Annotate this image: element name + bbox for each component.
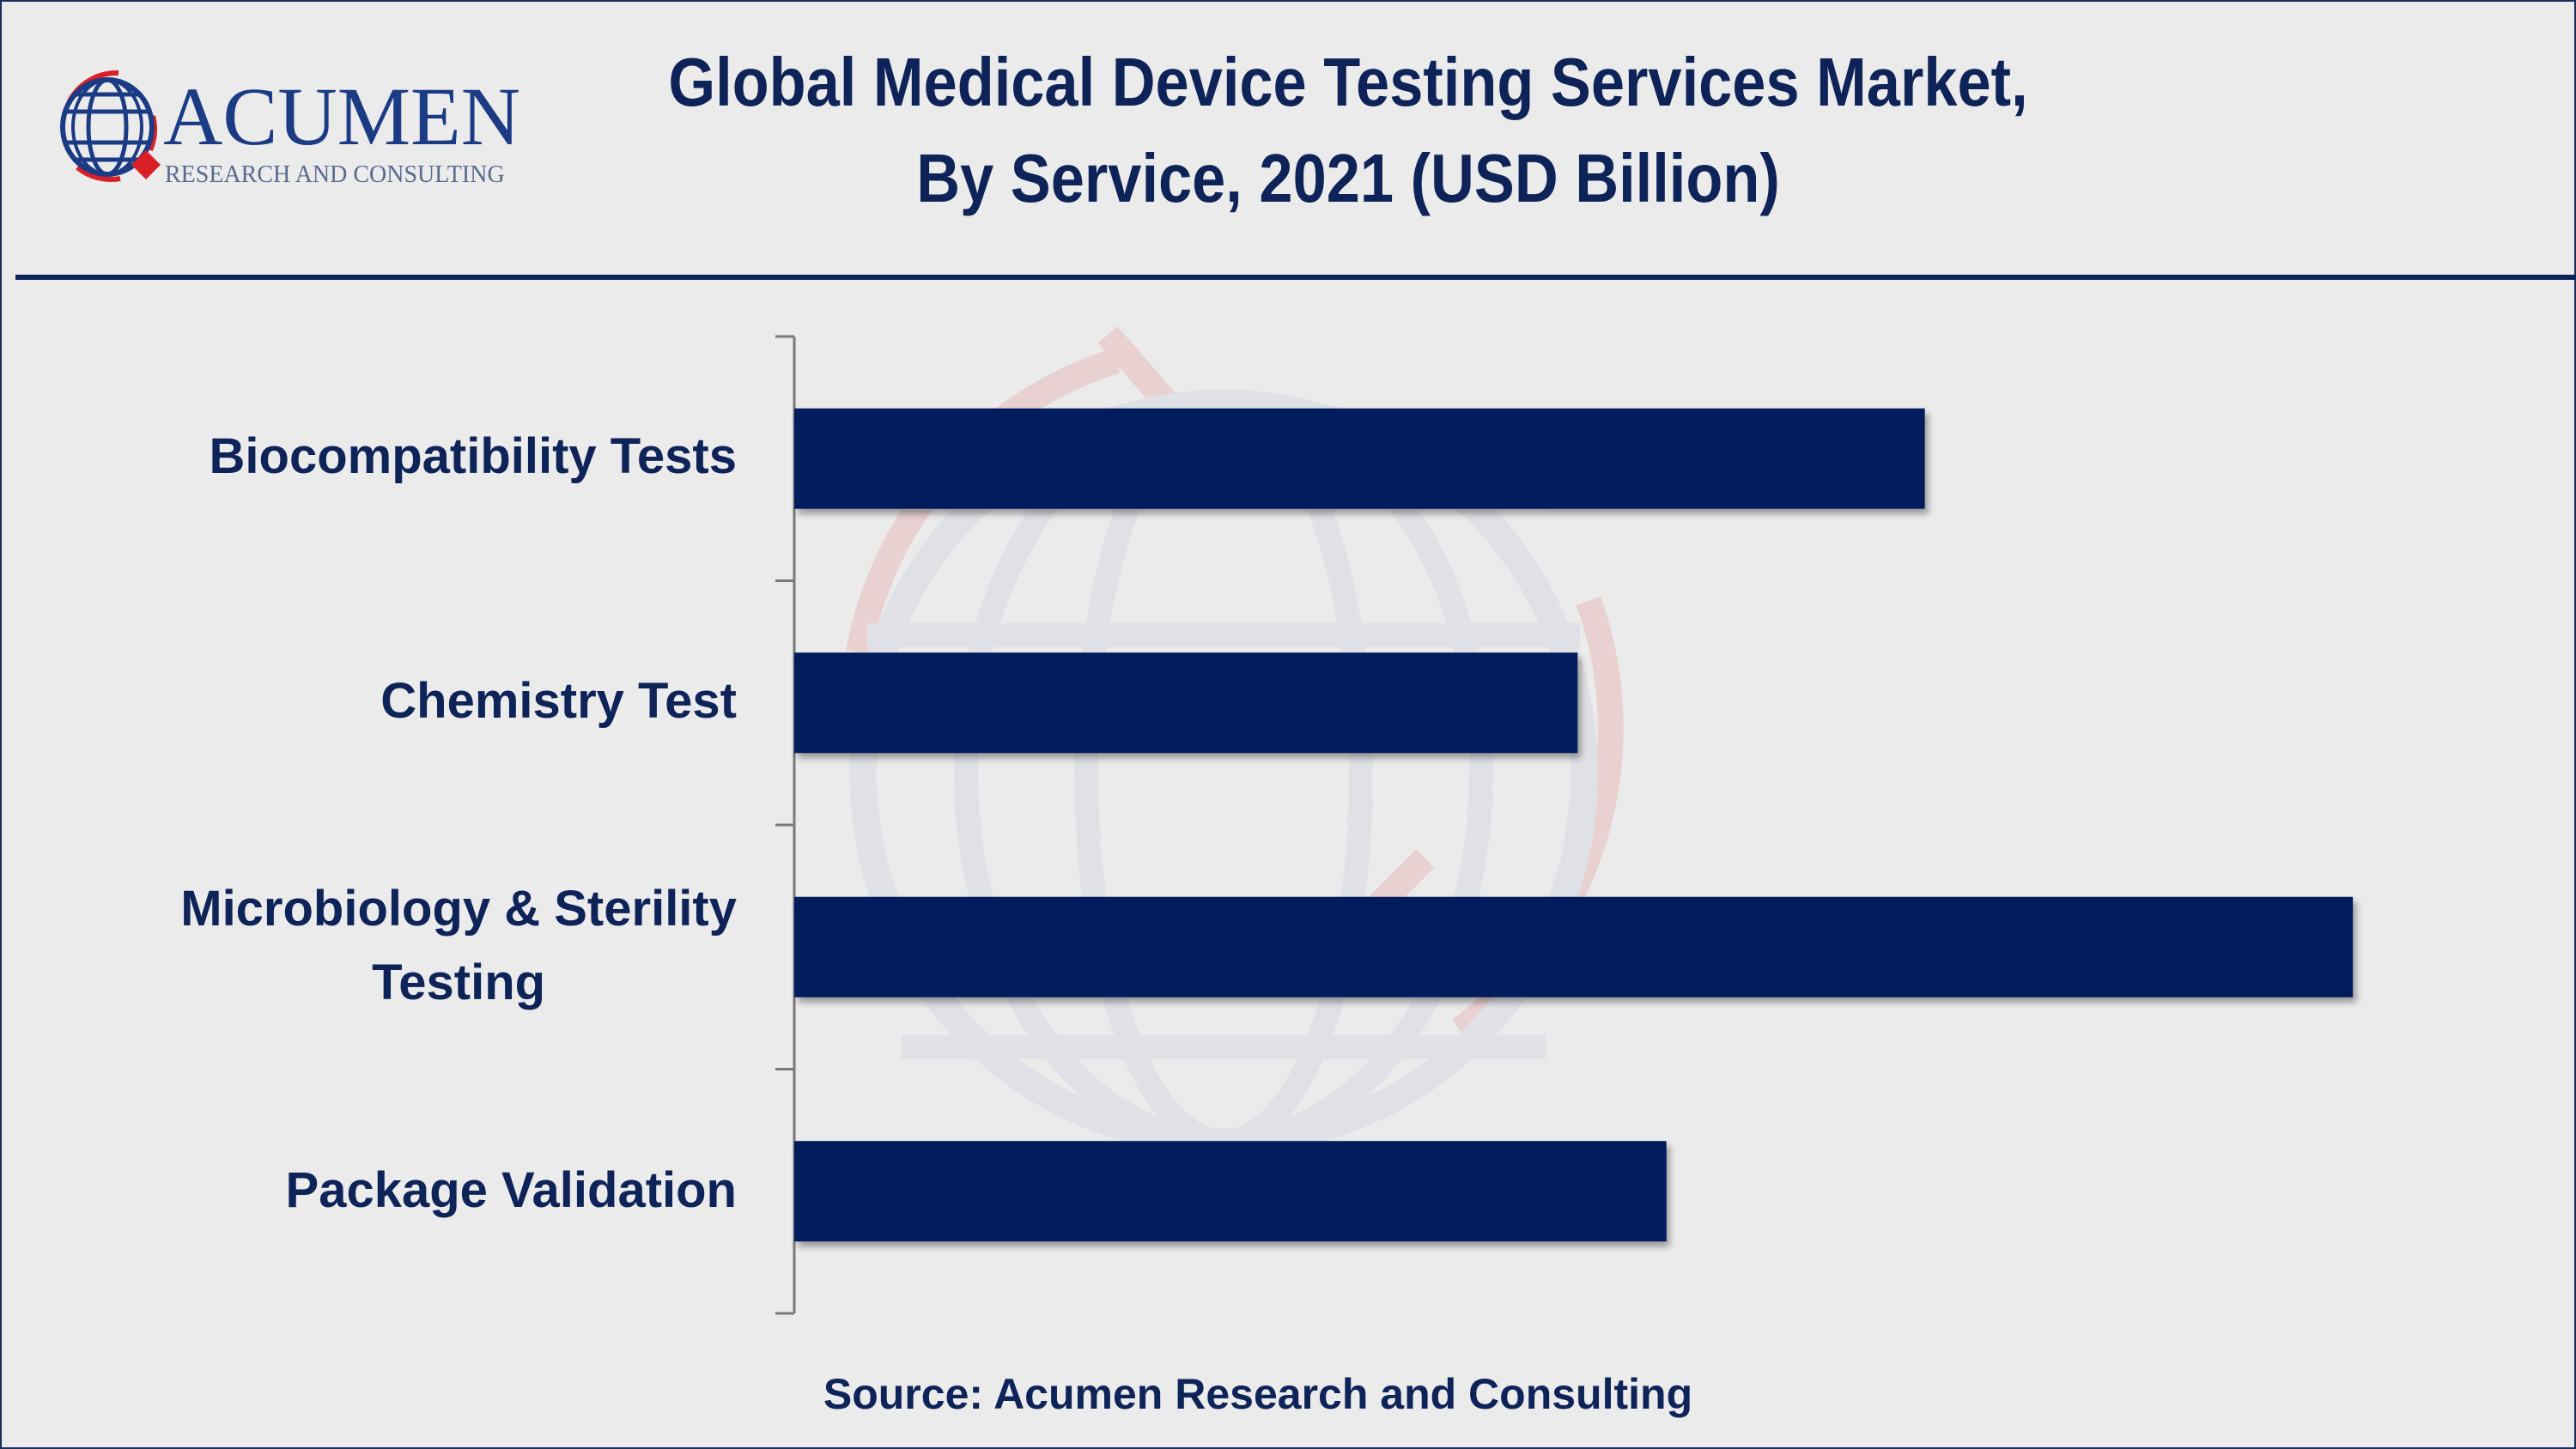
bar-microbiology-sterility-testing	[794, 896, 2354, 997]
bars	[794, 408, 2354, 1242]
header-divider	[15, 275, 2576, 280]
source-note: Source: Acumen Research and Consulting	[823, 1370, 1693, 1418]
label-line: Biocompatibility Tests	[209, 428, 737, 484]
acumen-logo: ACUMEN RESEARCH AND CONSULTING	[52, 69, 520, 197]
category-label-package-validation: Package Validation	[286, 1154, 737, 1228]
chart-title: Global Medical Device Testing Services M…	[532, 34, 2164, 227]
logo-name: ACUMEN	[163, 70, 521, 162]
label-line: Chemistry Test	[380, 673, 737, 729]
title-line-2: By Service, 2021 (USD Billion)	[916, 140, 1780, 216]
category-label-chemistry: Chemistry Test	[380, 664, 737, 738]
category-label-biocompatibility: Biocompatibility Tests	[210, 420, 737, 494]
label-line: Package Validation	[285, 1162, 737, 1218]
label-line: Testing	[372, 955, 546, 1010]
logo-tagline: RESEARCH AND CONSULTING	[165, 161, 505, 188]
bar-chemistry-test	[794, 652, 1578, 754]
y-axis	[775, 335, 796, 1315]
title-line-1: Global Medical Device Testing Services M…	[668, 44, 2028, 120]
category-label-microbiology: Microbiology & Sterility Testing	[180, 872, 737, 1020]
bar-package-validation	[794, 1141, 1667, 1242]
bar-biocompatibility-tests	[794, 408, 1925, 509]
globe-logo-icon	[60, 70, 161, 182]
label-line: Microbiology & Sterility	[180, 881, 737, 937]
